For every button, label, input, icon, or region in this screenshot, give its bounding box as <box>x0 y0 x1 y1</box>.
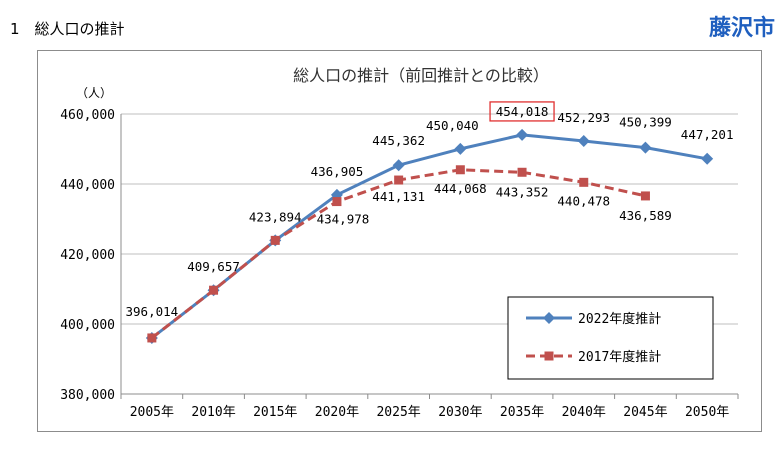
data-label: 436,905 <box>311 164 364 179</box>
x-tick-label: 2025年 <box>376 405 420 420</box>
data-label: 454,018 <box>496 104 549 119</box>
x-tick-label: 2010年 <box>191 405 235 420</box>
data-label: 450,399 <box>619 115 672 130</box>
page-heading: 1 総人口の推計 <box>10 20 125 38</box>
data-point-marker <box>209 285 219 295</box>
x-tick-label: 2020年 <box>315 405 359 420</box>
legend-marker <box>543 312 555 324</box>
data-point-marker <box>455 165 465 175</box>
x-tick-label: 2050年 <box>685 405 729 420</box>
data-label: 434,978 <box>317 212 370 227</box>
x-tick-label: 2005年 <box>130 405 174 420</box>
x-tick-label: 2030年 <box>438 405 482 420</box>
data-point-marker <box>332 197 342 207</box>
city-name: 藤沢市 <box>708 16 775 41</box>
y-tick-label: 420,000 <box>60 248 115 263</box>
data-label: 450,040 <box>426 118 479 133</box>
y-tick-label: 460,000 <box>60 108 115 123</box>
y-tick-label: 440,000 <box>60 178 115 193</box>
y-tick-label: 400,000 <box>60 318 115 333</box>
data-point-marker <box>394 175 404 185</box>
data-label: 440,478 <box>557 193 610 208</box>
data-label: 447,201 <box>681 127 734 142</box>
data-label: 452,293 <box>557 110 610 125</box>
legend-box <box>507 296 714 380</box>
data-label: 441,131 <box>372 189 425 204</box>
data-label: 443,352 <box>496 184 549 199</box>
chart-title: 総人口の推計（前回推計との比較） <box>293 66 549 85</box>
data-point-marker <box>640 191 650 201</box>
x-tick-label: 2035年 <box>500 405 544 420</box>
y-tick-label: 380,000 <box>60 388 115 403</box>
x-tick-label: 2045年 <box>623 405 667 420</box>
legend-label: 2017年度推計 <box>578 349 661 365</box>
data-point-marker <box>577 134 590 147</box>
data-point-marker <box>270 235 280 245</box>
data-label: 444,068 <box>434 181 487 196</box>
x-tick-label: 2040年 <box>562 405 606 420</box>
data-label: 436,589 <box>619 208 672 223</box>
population-line-chart: 総人口の推計（前回推計との比較） （人） 380,000 400,000 420,0… <box>60 66 739 420</box>
data-point-marker <box>392 159 405 172</box>
peak-highlight-box <box>489 101 555 122</box>
data-point-marker <box>579 177 589 187</box>
data-label: 396,014 <box>126 304 179 319</box>
unit-label: （人） <box>76 86 112 100</box>
data-point-marker <box>516 128 529 141</box>
legend-label: 2022年度推計 <box>578 311 661 327</box>
data-label: 445,362 <box>372 133 425 148</box>
data-point-marker <box>517 167 527 177</box>
data-point-marker <box>639 141 652 154</box>
legend-marker <box>544 351 554 361</box>
chart-frame: 総人口の推計（前回推計との比較） （人） 380,000 400,000 420,0… <box>37 50 762 432</box>
x-tick-label: 2015年 <box>253 405 297 420</box>
data-label: 409,657 <box>187 259 240 274</box>
data-label: 423,894 <box>249 209 302 224</box>
data-point-marker <box>701 152 714 165</box>
data-point-marker <box>454 142 467 155</box>
data-point-marker <box>147 333 157 343</box>
